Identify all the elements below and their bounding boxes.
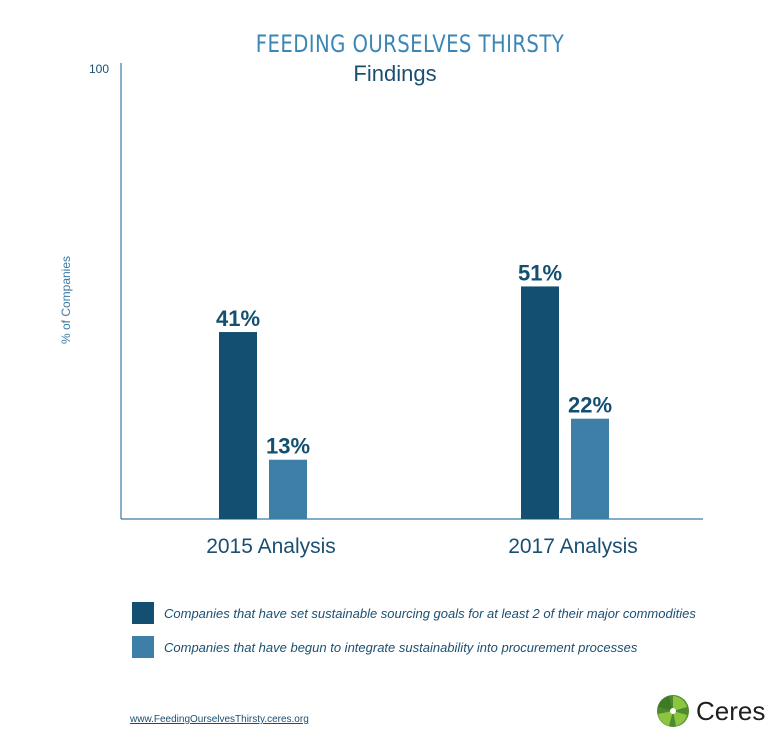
footer-url-link[interactable]: www.FeedingOurselvesThirsty.ceres.org	[130, 714, 309, 725]
legend-swatch-series1	[132, 602, 154, 624]
ceres-logo: Ceres	[656, 694, 765, 728]
chart-title: FEEDING OURSELVES THIRSTY	[255, 30, 565, 58]
data-label-series2-1: 13%	[266, 434, 310, 459]
bar-series1-1	[219, 332, 257, 519]
y-axis-label: % of Companies	[59, 255, 73, 345]
legend: Companies that have set sustainable sour…	[132, 602, 696, 670]
bar-series1-2	[521, 286, 559, 519]
ceres-leaf-icon	[657, 695, 689, 727]
ceres-logo-text: Ceres	[696, 695, 766, 726]
bar-series2-2	[571, 418, 609, 519]
chart-labels: 41% 51% 13% 22% 2015 Analysis 2017 Analysis	[206, 260, 638, 558]
legend-item-series1: Companies that have set sustainable sour…	[132, 602, 696, 624]
x-category-label: 2017 Analysis	[508, 535, 638, 558]
chart-axes: 100	[89, 62, 703, 520]
chart-bars	[219, 286, 609, 519]
bar-chart: 100 41% 51% 13% 22% 2015 Analysis 2017 Analys…	[89, 62, 703, 558]
data-label-series1-2: 51%	[518, 260, 562, 285]
legend-item-series2: Companies that have begun to integrate s…	[132, 636, 696, 658]
data-label-series1-1: 41%	[216, 306, 260, 331]
x-category-label: 2015 Analysis	[206, 535, 336, 558]
chart-subtitle: Findings	[353, 61, 437, 86]
y-tick-label: 100	[89, 62, 109, 76]
legend-label-series2: Companies that have begun to integrate s…	[164, 639, 638, 655]
legend-swatch-series2	[132, 636, 154, 658]
legend-label-series1: Companies that have set sustainable sour…	[164, 605, 696, 621]
data-label-series2-2: 22%	[568, 393, 612, 418]
bar-series2-1	[269, 459, 307, 519]
